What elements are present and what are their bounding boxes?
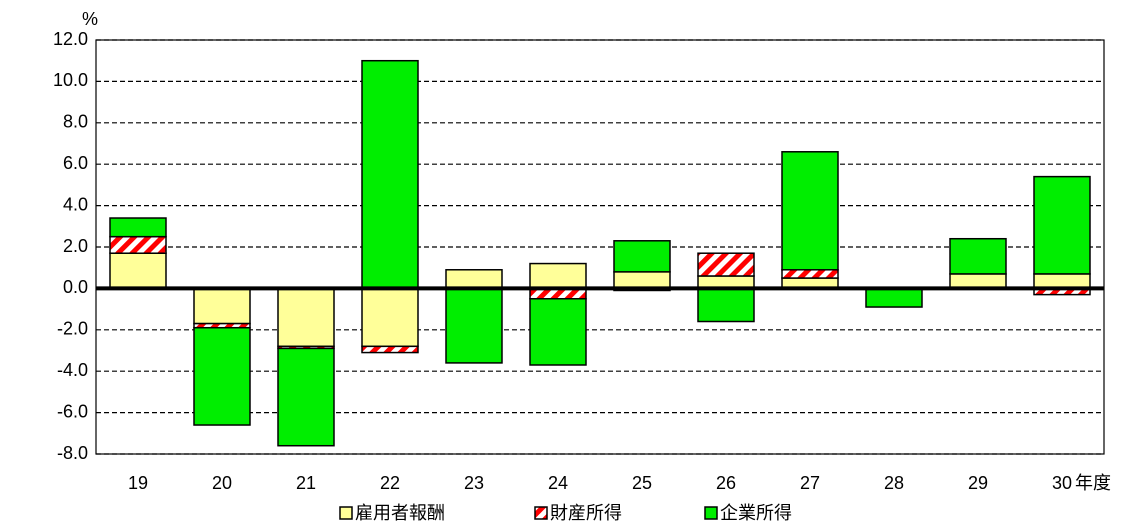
bar-segment <box>781 151 839 271</box>
legend-label: 企業所得 <box>720 503 792 523</box>
bar-segment <box>781 269 839 279</box>
bar-segment <box>949 273 1007 290</box>
y-tick-label: -6.0 <box>57 401 88 421</box>
legend-label: 雇用者報酬 <box>355 503 445 523</box>
bar-segment <box>529 298 587 366</box>
x-tick-label: 24 <box>548 473 568 493</box>
y-tick-label: 10.0 <box>53 70 88 90</box>
x-tick-label: 23 <box>464 473 484 493</box>
bar-segment <box>613 271 671 290</box>
plot-frame <box>95 39 1105 455</box>
bar-segment <box>1033 175 1091 275</box>
x-tick-label: 27 <box>800 473 820 493</box>
bar-segment <box>109 235 167 254</box>
y-tick-label: 8.0 <box>63 112 88 132</box>
x-tick-label: 28 <box>884 473 904 493</box>
bar-segment <box>865 287 923 308</box>
bar-segment <box>277 287 335 348</box>
bar-segment <box>613 240 671 273</box>
x-tick-label: 19 <box>128 473 148 493</box>
bar-segment <box>529 262 587 290</box>
x-tick-label: 30 <box>1052 473 1072 493</box>
bar-segment <box>697 252 755 277</box>
legend-swatch <box>339 506 353 520</box>
y-tick-label: 2.0 <box>63 236 88 256</box>
bar-segment <box>109 252 167 290</box>
y-tick-label: 6.0 <box>63 153 88 173</box>
x-axis-label: 年度 <box>1075 473 1111 493</box>
bar-segment <box>445 287 503 364</box>
bar-segment <box>1033 273 1091 290</box>
bar-segment <box>361 345 419 354</box>
x-tick-label: 21 <box>296 473 316 493</box>
y-tick-label: 12.0 <box>53 29 88 49</box>
x-tick-label: 25 <box>632 473 652 493</box>
bar-segment <box>697 287 755 323</box>
bar-segment <box>193 326 251 426</box>
y-tick-label: -4.0 <box>57 360 88 380</box>
bar-segment <box>445 269 503 290</box>
bar-segment <box>361 287 419 348</box>
bar-segment <box>949 237 1007 275</box>
legend-label: 財産所得 <box>550 503 622 523</box>
legend-swatch <box>704 506 718 520</box>
y-tick-label: 0.0 <box>63 277 88 297</box>
y-unit: % <box>82 9 98 29</box>
bar-segment <box>361 59 419 290</box>
x-tick-label: 29 <box>968 473 988 493</box>
y-tick-label: 4.0 <box>63 194 88 214</box>
x-tick-label: 26 <box>716 473 736 493</box>
x-tick-label: 20 <box>212 473 232 493</box>
bar-segment <box>109 217 167 238</box>
bar-segment <box>193 287 251 325</box>
y-tick-label: -8.0 <box>57 443 88 463</box>
y-tick-label: -2.0 <box>57 319 88 339</box>
legend-swatch <box>534 506 548 520</box>
x-tick-label: 22 <box>380 473 400 493</box>
bar-segment <box>277 347 335 447</box>
